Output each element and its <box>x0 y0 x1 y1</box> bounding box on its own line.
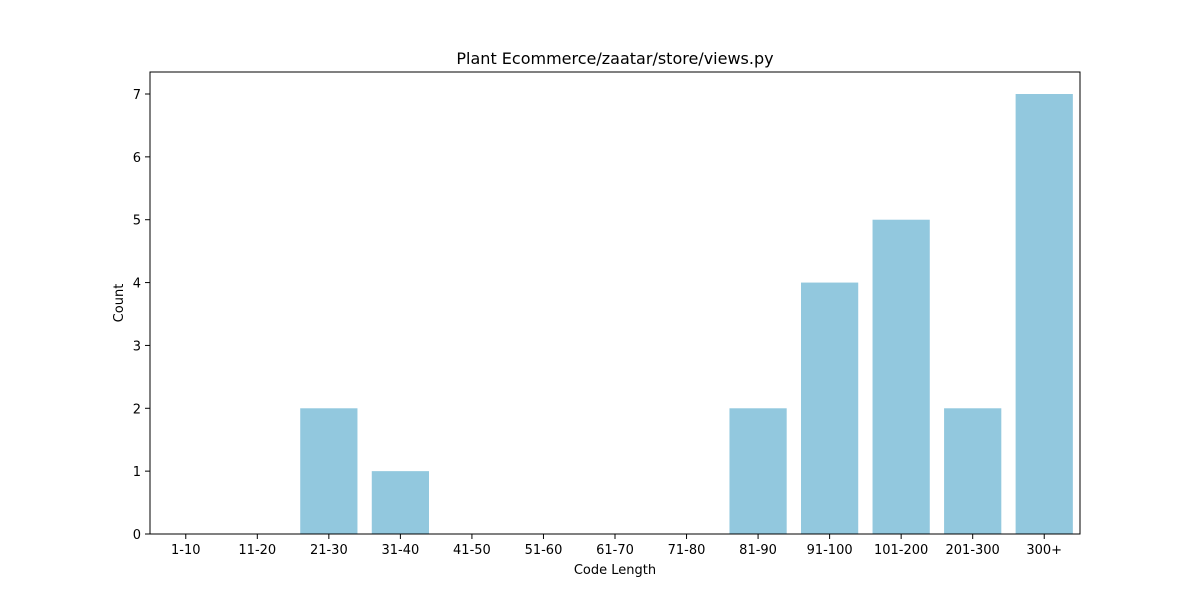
y-tick-label: 1 <box>133 465 141 480</box>
bar-81-90 <box>729 408 787 534</box>
y-tick-label: 7 <box>133 88 141 103</box>
x-tick-label: 1-10 <box>171 543 201 558</box>
x-tick-label: 51-60 <box>525 543 563 558</box>
bar-31-40 <box>371 471 429 534</box>
plot-area-frame <box>149 71 1081 535</box>
bar-91-100 <box>801 282 859 534</box>
bars-group <box>300 94 1073 534</box>
x-tick-label: 21-30 <box>310 543 348 558</box>
bar-101-200 <box>872 219 930 534</box>
x-tick-label: 201-300 <box>946 543 1000 558</box>
bar-21-30 <box>300 408 358 534</box>
x-axis-ticks: 1-10 11-20 21-30 31-40 41-50 51-60 61-70 71-80 8… <box>171 534 1062 558</box>
chart-title: Plant Ecommerce/zaatar/store/views.py <box>456 49 773 68</box>
y-tick-label: 2 <box>133 402 141 417</box>
x-tick-label: 41-50 <box>453 543 491 558</box>
y-axis-ticks: 0 1 2 3 4 5 6 7 <box>133 88 150 543</box>
y-tick-label: 0 <box>133 528 141 543</box>
x-axis-label: Code Length <box>574 563 656 578</box>
y-tick-label: 5 <box>133 214 141 229</box>
x-tick-label: 91-100 <box>807 543 853 558</box>
x-tick-label: 61-70 <box>596 543 634 558</box>
x-tick-label: 71-80 <box>668 543 706 558</box>
y-tick-label: 3 <box>133 339 141 354</box>
x-tick-label: 11-20 <box>238 543 276 558</box>
y-tick-label: 6 <box>133 151 141 166</box>
x-tick-label: 101-200 <box>874 543 928 558</box>
y-axis-label: Count <box>112 284 127 323</box>
bar-201-300 <box>944 408 1002 534</box>
y-tick-label: 4 <box>133 277 141 292</box>
x-tick-label: 31-40 <box>381 543 419 558</box>
bar-300+ <box>1015 94 1073 534</box>
x-tick-label: 81-90 <box>739 543 777 558</box>
x-tick-label: 300+ <box>1026 543 1062 558</box>
